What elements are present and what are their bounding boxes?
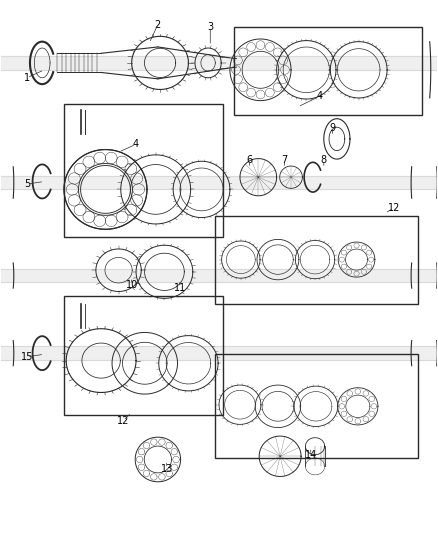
Text: 13: 13 xyxy=(160,464,173,473)
Text: 12: 12 xyxy=(117,416,129,426)
Text: 1: 1 xyxy=(24,73,30,83)
Text: 7: 7 xyxy=(281,155,288,165)
Bar xyxy=(64,296,223,415)
Text: 9: 9 xyxy=(329,123,336,133)
Bar xyxy=(215,216,418,304)
Bar xyxy=(215,354,418,458)
Bar xyxy=(234,27,422,115)
Text: 6: 6 xyxy=(247,155,253,165)
Text: 15: 15 xyxy=(21,352,33,362)
Text: 10: 10 xyxy=(126,280,138,290)
Text: 4: 4 xyxy=(316,91,322,101)
Text: 8: 8 xyxy=(321,155,327,165)
Text: 14: 14 xyxy=(304,450,317,460)
Text: 3: 3 xyxy=(207,22,213,33)
Text: 4: 4 xyxy=(133,139,139,149)
Bar xyxy=(64,104,223,237)
Text: 5: 5 xyxy=(24,179,30,189)
Text: 11: 11 xyxy=(173,283,186,293)
Text: 12: 12 xyxy=(388,203,400,213)
Text: 2: 2 xyxy=(155,20,161,30)
